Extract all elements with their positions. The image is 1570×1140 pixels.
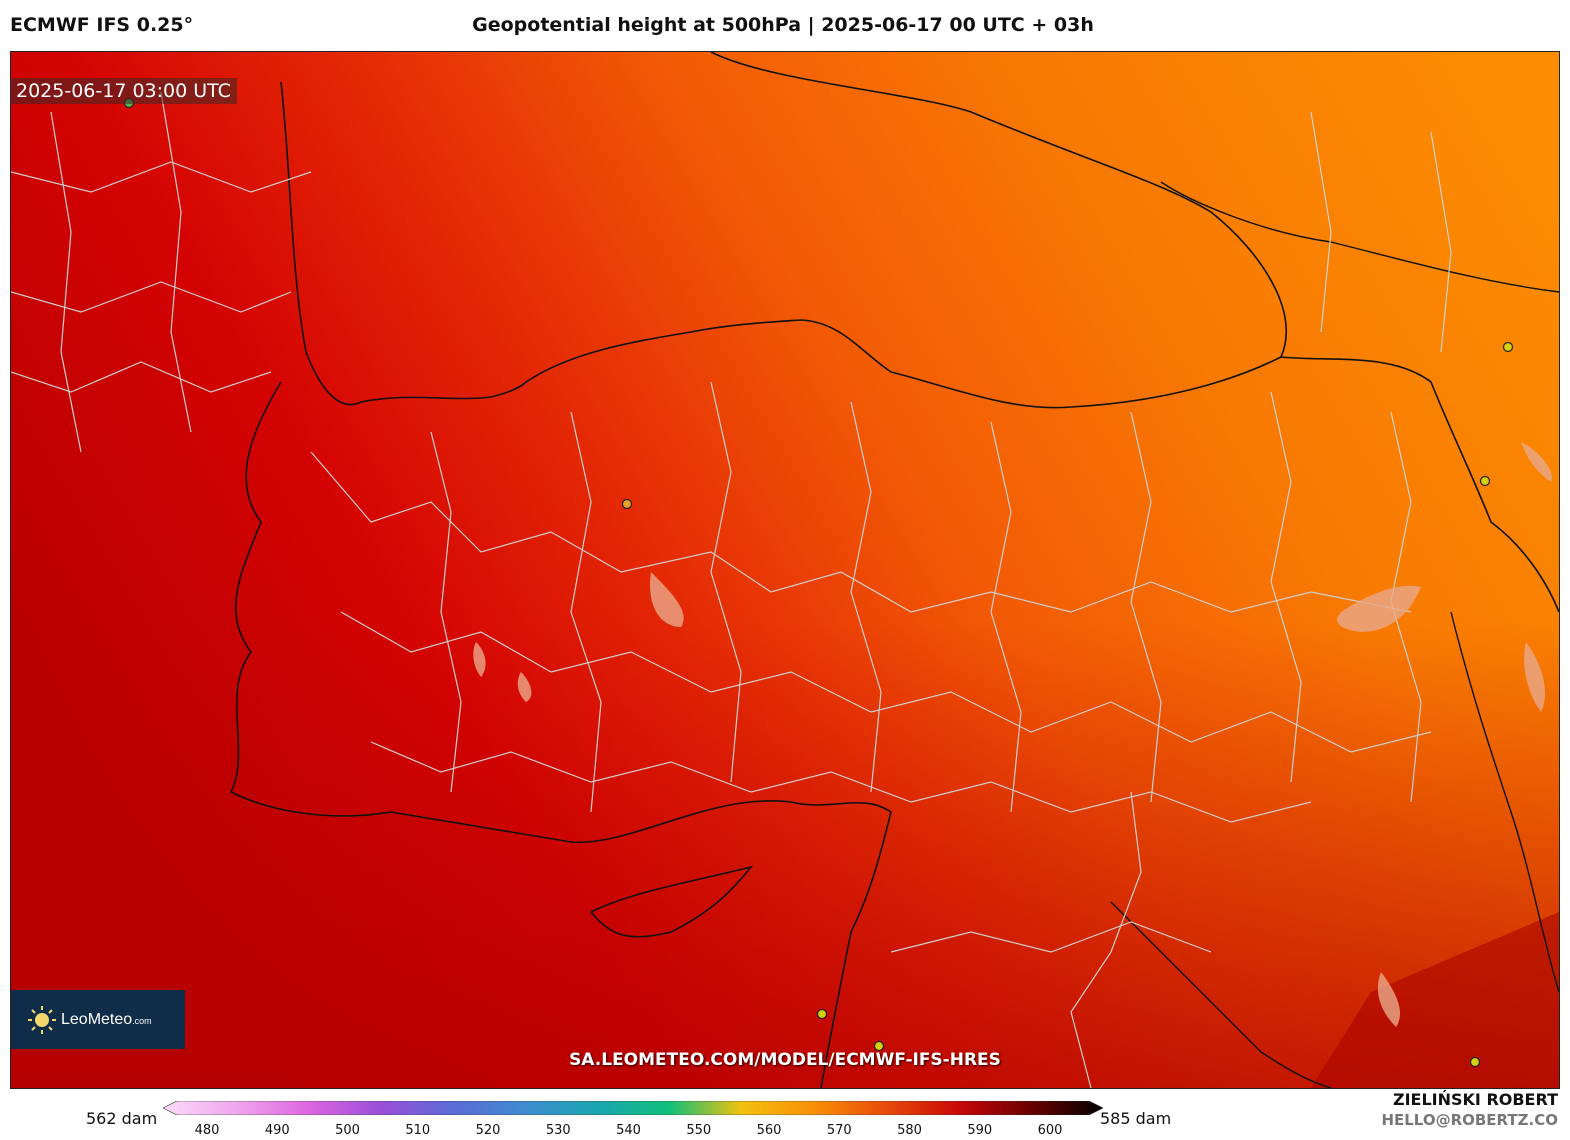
city-marker [816, 1008, 828, 1020]
author-email[interactable]: HELLO@ROBERTZ.CO [1381, 1111, 1558, 1129]
colorbar-gradient [163, 1101, 1103, 1115]
model-label: ECMWF IFS 0.25° [10, 14, 194, 36]
colorbar-tick-label: 500 [335, 1123, 360, 1138]
russia-border [1160, 181, 1559, 293]
city-marker [1502, 341, 1514, 353]
colorbar-tick-label: 530 [545, 1123, 571, 1138]
height-field-map [11, 52, 1559, 1088]
black-sea-coastline [525, 52, 1287, 409]
colorbar-tick-label: 600 [1037, 1123, 1063, 1138]
leometeo-logo[interactable]: LeoMeteo.com [11, 990, 185, 1049]
colorbar-tick-label: 490 [264, 1123, 290, 1138]
colorbar-tick-label: 510 [405, 1123, 431, 1138]
colorbar-tick-label: 590 [967, 1123, 993, 1138]
province-borders [11, 91, 1452, 1088]
colorbar-tick-label: 570 [826, 1123, 852, 1138]
southeast-low-band [1311, 912, 1559, 1088]
city-marker [1469, 1056, 1481, 1068]
logo-text: LeoMeteo.com [61, 1010, 152, 1028]
southern-shading [11, 52, 1559, 1088]
colorbar-max-label: 585 dam [1100, 1109, 1172, 1128]
colorbar [163, 1101, 1103, 1115]
city-marker [621, 498, 633, 510]
city-marker [873, 1040, 885, 1052]
colorbar-tick-label: 580 [897, 1123, 922, 1138]
balkan-coastline [280, 81, 527, 406]
colorbar-tick-label: 480 [194, 1123, 220, 1138]
city-marker [1479, 475, 1491, 487]
turkey-south-coastline [229, 381, 892, 844]
colorbar-tick-label: 520 [475, 1123, 501, 1138]
sun-icon [28, 1005, 56, 1034]
colorbar-ticks: 480 490 500 510 520 530 540 550 560 570 580 590 600 [0, 1123, 1570, 1139]
caucasus-border [1280, 356, 1559, 613]
levant-coastline [820, 811, 892, 1088]
valid-time-label: 2025-06-17 03:00 UTC [10, 78, 237, 104]
colorbar-tick-label: 560 [756, 1123, 782, 1138]
map-panel[interactable] [10, 51, 1560, 1089]
syria-iraq-border [1110, 901, 1332, 1088]
lakes [473, 442, 1552, 1027]
author-credit: ZIELIŃSKI ROBERT [1392, 1090, 1558, 1109]
colorbar-tick-label: 550 [686, 1123, 712, 1138]
iran-border [1450, 611, 1559, 993]
chart-title: Geopotential height at 500hPa | 2025-06-… [472, 14, 1094, 36]
colorbar-min-label: 562 dam [86, 1109, 158, 1128]
colorbar-tick-label: 540 [616, 1123, 641, 1138]
cyprus-outline [589, 865, 754, 938]
source-url-watermark: SA.LEOMETEO.COM/MODEL/ECMWF-IFS-HRES [569, 1050, 1001, 1070]
